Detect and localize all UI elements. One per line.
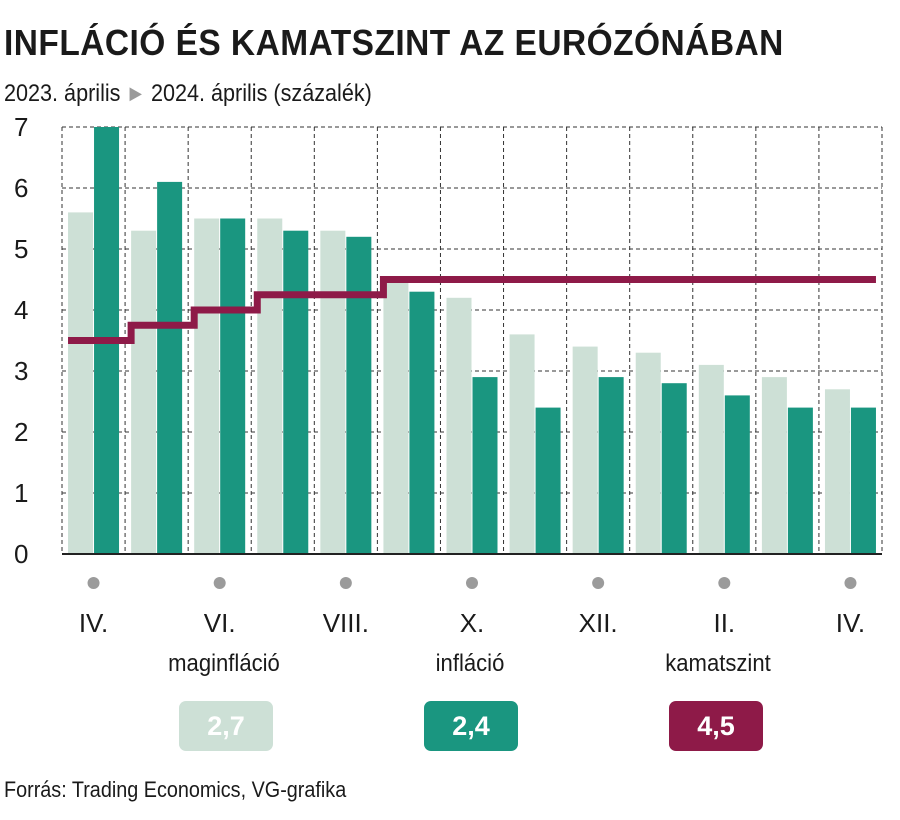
x-tick-label: X. — [460, 608, 485, 638]
bar-maginflacio — [320, 230, 346, 554]
legend-value-inflacio: 2,4 — [424, 701, 518, 751]
bar-maginflacio — [509, 334, 535, 554]
bar-maginflacio — [761, 377, 787, 554]
bar-inflacio — [850, 407, 876, 554]
y-tick-label: 3 — [14, 356, 28, 386]
arrow-right-icon: ▶ — [129, 83, 142, 103]
bar-inflacio — [535, 407, 561, 554]
y-tick-label: 6 — [14, 173, 28, 203]
bar-maginflacio — [824, 389, 850, 554]
y-tick-label: 7 — [14, 112, 28, 142]
x-tick-label: IV. — [836, 608, 865, 638]
x-tick-marker — [844, 577, 857, 589]
x-tick-label: VI. — [204, 608, 236, 638]
bar-inflacio — [472, 377, 498, 554]
bar-inflacio — [220, 218, 246, 554]
x-tick-marker — [718, 577, 731, 589]
subtitle-end: 2024. április (százalék) — [150, 80, 372, 107]
x-tick-marker — [466, 577, 478, 589]
y-tick-label: 5 — [14, 234, 28, 264]
subtitle-start: 2023. április — [4, 80, 121, 107]
bar-maginflacio — [257, 218, 283, 554]
bar-inflacio — [661, 383, 687, 554]
y-tick-label: 0 — [14, 539, 28, 569]
bar-maginflacio — [572, 346, 598, 554]
bar-maginflacio — [383, 279, 409, 554]
bar-maginflacio — [68, 212, 94, 554]
x-tick-label: II. — [713, 608, 735, 638]
x-tick-label: VIII. — [323, 608, 369, 638]
legend-label-kamatszint: kamatszint — [665, 650, 771, 677]
x-tick-marker — [213, 577, 226, 589]
bar-inflacio — [283, 230, 309, 554]
bar-inflacio — [346, 236, 372, 555]
bar-inflacio — [787, 407, 813, 554]
bar-maginflacio — [446, 297, 472, 554]
chart-plot: 0 1 2 3 4 5 6 7 IV. VI. VIII. X. XII. II. IV. — [14, 112, 883, 638]
bar-inflacio — [157, 181, 183, 554]
bar-inflacio — [409, 291, 435, 554]
x-tick-marker — [339, 577, 352, 589]
legend-value-kamatszint: 4,5 — [669, 701, 763, 751]
chart-title: INFLÁCIÓ ÉS KAMATSZINT AZ EURÓZÓNÁBAN — [4, 22, 784, 63]
y-tick-label: 1 — [14, 478, 28, 508]
x-tick-label: XII. — [579, 608, 618, 638]
legend-label-inflacio: infláció — [435, 650, 505, 677]
y-tick-label: 2 — [14, 417, 28, 447]
bar-maginflacio — [635, 352, 661, 554]
x-tick-label: IV. — [79, 608, 108, 638]
bar-inflacio — [724, 395, 750, 554]
x-tick-marker — [87, 577, 100, 589]
legend-label-maginflacio: maginfláció — [168, 650, 280, 677]
x-tick-marker — [592, 577, 605, 589]
source-note: Forrás: Trading Economics, VG-grafika — [4, 777, 347, 802]
line-kamatszint — [68, 276, 876, 344]
bar-maginflacio — [131, 230, 157, 554]
chart-subtitle: 2023. április ▶ 2024. április (százalék) — [4, 80, 372, 108]
bar-inflacio — [598, 377, 624, 554]
bar-maginflacio — [194, 218, 220, 554]
y-tick-label: 4 — [14, 295, 28, 325]
legend-value-maginflacio: 2,7 — [179, 701, 273, 751]
bar-maginflacio — [698, 364, 724, 554]
